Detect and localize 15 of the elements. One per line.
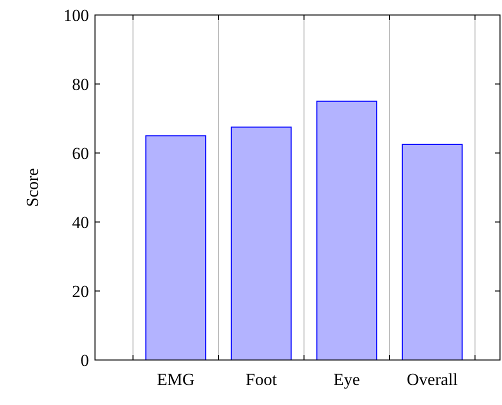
bar <box>230 126 292 360</box>
y-tick-label: 100 <box>64 6 89 25</box>
y-tick-label: 0 <box>80 350 89 370</box>
y-tick-label: 60 <box>72 144 89 163</box>
y-tick-label: 40 <box>72 212 89 232</box>
x-tick-label: EMG <box>156 370 195 389</box>
bar <box>316 100 378 360</box>
y-tick-label: 80 <box>72 74 89 94</box>
x-tick-label: Overall <box>406 370 458 389</box>
y-tick-label: 20 <box>72 282 89 301</box>
x-tick-label: Foot <box>246 370 278 389</box>
bar <box>145 135 206 360</box>
y-axis-title: Score <box>23 168 42 207</box>
x-tick-label: Eye <box>334 370 360 389</box>
bar <box>402 144 463 360</box>
